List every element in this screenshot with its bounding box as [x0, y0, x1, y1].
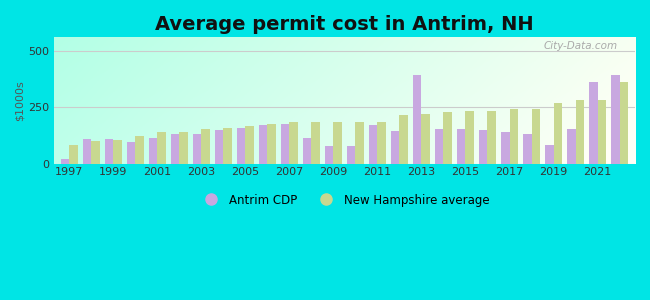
Bar [589, 82, 597, 164]
Bar [61, 159, 69, 164]
Bar [391, 131, 399, 164]
Bar [237, 128, 245, 164]
Bar [554, 103, 562, 164]
Bar [325, 146, 333, 164]
Bar [91, 141, 99, 164]
Bar [399, 115, 408, 164]
Bar [597, 100, 606, 164]
Bar [83, 139, 91, 164]
Bar [435, 129, 443, 164]
Bar [611, 76, 619, 164]
Bar [267, 124, 276, 164]
Bar [523, 134, 532, 164]
Bar [311, 122, 320, 164]
Bar [356, 122, 364, 164]
Bar [179, 132, 188, 164]
Bar [245, 127, 254, 164]
Bar [224, 128, 231, 164]
Bar [215, 130, 224, 164]
Bar [465, 111, 474, 164]
Bar [378, 122, 385, 164]
Y-axis label: $1000s: $1000s [15, 80, 25, 121]
Bar [510, 110, 518, 164]
Bar [259, 125, 267, 164]
Bar [113, 140, 122, 164]
Bar [149, 138, 157, 164]
Bar [369, 125, 378, 164]
Bar [333, 122, 342, 164]
Bar [567, 129, 575, 164]
Bar [443, 112, 452, 164]
Bar [413, 76, 421, 164]
Bar [575, 100, 584, 164]
Legend: Antrim CDP, New Hampshire average: Antrim CDP, New Hampshire average [194, 189, 495, 211]
Bar [281, 124, 289, 164]
Bar [105, 139, 113, 164]
Bar [347, 146, 356, 164]
Bar [457, 129, 465, 164]
Bar [202, 129, 210, 164]
Bar [303, 138, 311, 164]
Bar [479, 130, 488, 164]
Title: Average permit cost in Antrim, NH: Average permit cost in Antrim, NH [155, 15, 534, 34]
Bar [488, 111, 496, 164]
Bar [69, 145, 77, 164]
Bar [157, 132, 166, 164]
Bar [619, 82, 628, 164]
Bar [289, 122, 298, 164]
Bar [532, 110, 540, 164]
Bar [171, 134, 179, 164]
Bar [545, 145, 554, 164]
Text: City-Data.com: City-Data.com [543, 41, 618, 51]
Bar [421, 114, 430, 164]
Bar [135, 136, 144, 164]
Bar [193, 134, 202, 164]
Bar [501, 132, 510, 164]
Bar [127, 142, 135, 164]
